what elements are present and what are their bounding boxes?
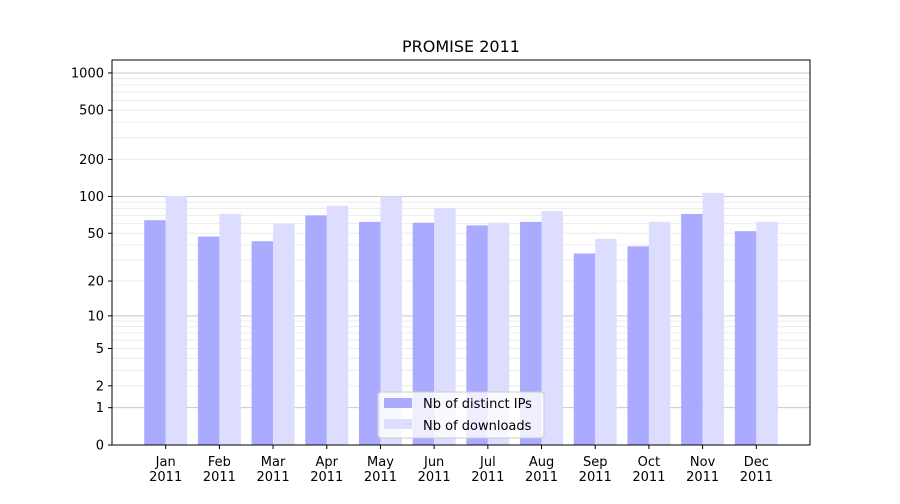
bar-distinct-ips — [573, 253, 596, 445]
bar-distinct-ips — [305, 215, 327, 445]
x-tick-label: Nov 2011 — [686, 455, 719, 485]
bar-downloads — [434, 208, 456, 445]
bar-distinct-ips — [251, 241, 274, 445]
bar-distinct-ips — [358, 221, 381, 445]
y-tick-label: 500 — [79, 104, 104, 119]
bar-downloads — [380, 196, 402, 445]
y-tick-label: 1 — [96, 401, 104, 416]
y-tick-label: 0 — [96, 439, 104, 454]
x-tick-label: Feb 2011 — [203, 455, 236, 485]
x-ticks: Jan 2011 Feb 2011 Mar 2011 Apr 2011 May 2011 Jun 20… — [149, 445, 773, 485]
bar-downloads — [219, 213, 241, 445]
bar-distinct-ips — [144, 220, 166, 445]
x-tick-label: Sep 2011 — [579, 455, 612, 485]
legend-label-ips: Nb of distinct IPs — [423, 397, 532, 412]
x-tick-label: Jun 2011 — [418, 455, 451, 485]
legend-box — [377, 391, 545, 439]
y-tick-label: 2 — [96, 379, 104, 394]
y-tick-label: 20 — [87, 275, 104, 290]
chart-title: PROMISE 2011 — [402, 37, 520, 56]
legend-label-downloads: Nb of downloads — [423, 419, 532, 434]
x-tick-label: Aug 2011 — [525, 455, 558, 485]
bar-distinct-ips — [197, 236, 220, 445]
y-tick-label: 10 — [87, 309, 104, 324]
bar-downloads — [487, 222, 510, 445]
y-tick-label: 200 — [79, 153, 104, 168]
bar-distinct-ips — [734, 231, 757, 445]
legend-swatch-ips — [384, 398, 412, 408]
x-tick-label: Dec 2011 — [740, 455, 773, 485]
bar-downloads — [541, 211, 564, 445]
bar-downloads — [702, 192, 725, 445]
y-ticks: 0 1 2 5 10 20 50 100 200 500 1000 — [71, 66, 112, 454]
y-tick-label: 1000 — [71, 66, 104, 81]
y-tick-label: 50 — [87, 227, 104, 242]
bar-distinct-ips — [627, 246, 649, 445]
plot-frame — [111, 59, 811, 446]
bar-downloads — [273, 223, 295, 445]
bar-distinct-ips — [681, 213, 703, 445]
bar-downloads — [326, 205, 349, 445]
x-tick-label: Jan 2011 — [149, 455, 182, 485]
bar-downloads — [756, 221, 778, 445]
x-tick-label: Jul 2011 — [471, 455, 504, 485]
bar-distinct-ips — [520, 221, 542, 445]
bar-distinct-ips — [466, 225, 488, 445]
legend-swatch-downloads — [384, 419, 412, 429]
x-tick-label: May 2011 — [364, 455, 397, 485]
bars — [144, 192, 778, 445]
x-tick-label: Apr 2011 — [310, 455, 343, 485]
bar-downloads — [648, 221, 671, 445]
bar-distinct-ips — [412, 222, 435, 445]
bar-downloads — [595, 238, 617, 445]
x-tick-label: Mar 2011 — [257, 455, 290, 485]
x-tick-label: Oct 2011 — [632, 455, 665, 485]
y-tick-label: 5 — [96, 342, 104, 357]
y-tick-label: 100 — [79, 190, 104, 205]
bar-downloads — [165, 195, 188, 445]
legend: Nb of distinct IPs Nb of downloads — [377, 391, 545, 439]
